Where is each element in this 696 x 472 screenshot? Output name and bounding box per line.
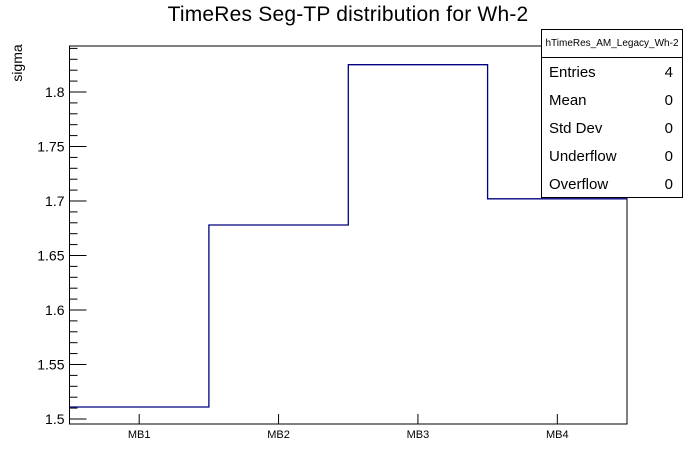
y-tick-label: 1.75 bbox=[37, 138, 64, 154]
stats-row-label: Overflow bbox=[549, 175, 609, 193]
stats-row: Std Dev 0 bbox=[542, 114, 682, 142]
y-tick-label: 1.8 bbox=[45, 84, 65, 100]
y-tick-label: 1.65 bbox=[37, 247, 64, 263]
stats-row-value: 0 bbox=[664, 175, 673, 193]
plot-frame bbox=[69, 45, 628, 425]
stats-row-value: 0 bbox=[664, 147, 673, 165]
stats-row-label: Entries bbox=[549, 63, 596, 81]
stats-box: hTimeRes_AM_Legacy_Wh-2 Entries 4 Mean 0… bbox=[541, 29, 683, 198]
stats-row-label: Std Dev bbox=[549, 119, 603, 137]
y-tick-label: 1.5 bbox=[45, 411, 65, 427]
plot-title: TimeRes Seg-TP distribution for Wh-2 bbox=[167, 3, 529, 26]
stats-row-label: Underflow bbox=[549, 147, 617, 165]
stats-row-value: 0 bbox=[664, 91, 673, 109]
y-tick-label: 1.55 bbox=[37, 356, 64, 372]
stats-row: Entries 4 bbox=[542, 58, 682, 86]
x-tick-label: MB1 bbox=[128, 429, 151, 441]
stats-rows: Entries 4 Mean 0 Std Dev 0 Underflow 0 O… bbox=[542, 58, 682, 198]
stats-row: Overflow 0 bbox=[542, 170, 682, 198]
stats-row-label: Mean bbox=[549, 91, 587, 109]
histogram-line bbox=[69, 64, 627, 408]
stats-row: Underflow 0 bbox=[542, 142, 682, 170]
stats-row: Mean 0 bbox=[542, 86, 682, 114]
stats-row-value: 4 bbox=[664, 63, 673, 81]
y-tick-label: 1.6 bbox=[45, 302, 65, 318]
x-tick-label: MB2 bbox=[267, 429, 290, 441]
stats-row-value: 0 bbox=[664, 119, 673, 137]
x-tick-label: MB3 bbox=[407, 429, 430, 441]
x-tick-label: MB4 bbox=[546, 429, 569, 441]
stats-box-title: hTimeRes_AM_Legacy_Wh-2 bbox=[542, 30, 682, 58]
y-tick-label: 1.7 bbox=[45, 193, 65, 209]
